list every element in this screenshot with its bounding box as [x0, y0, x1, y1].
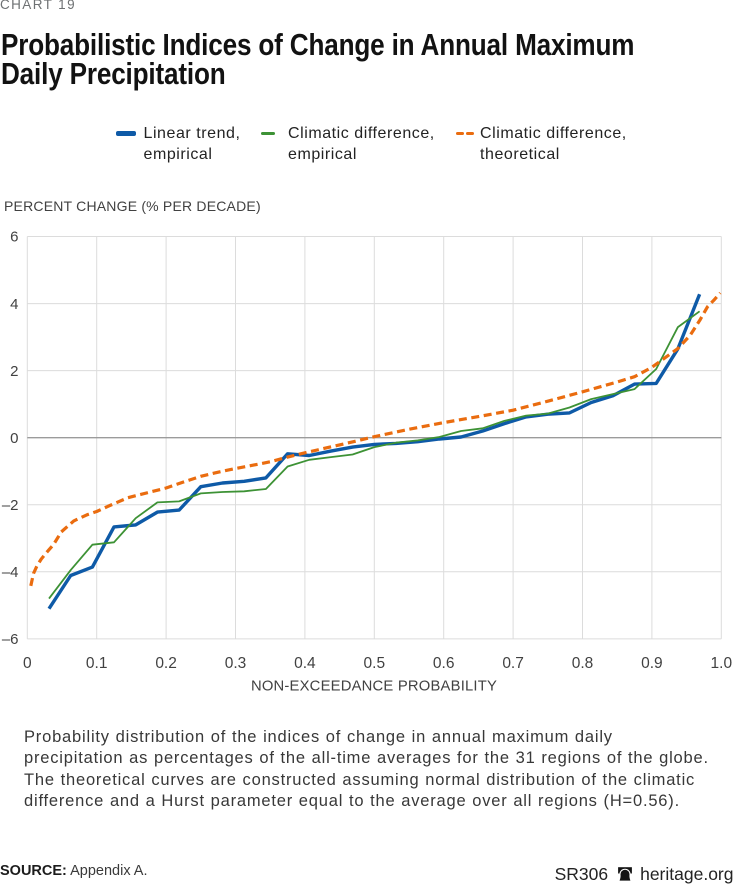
svg-text:0.1: 0.1 — [86, 655, 108, 672]
svg-text:0.7: 0.7 — [502, 655, 524, 672]
svg-text:0: 0 — [10, 430, 18, 447]
svg-text:–6: –6 — [2, 631, 19, 648]
svg-text:0.5: 0.5 — [364, 655, 386, 672]
svg-text:4: 4 — [10, 296, 18, 313]
svg-text:–4: –4 — [2, 564, 19, 581]
svg-text:0.3: 0.3 — [225, 655, 247, 672]
svg-text:0.2: 0.2 — [155, 655, 177, 672]
svg-text:–2: –2 — [2, 497, 19, 514]
svg-text:0.9: 0.9 — [641, 655, 663, 672]
svg-text:PERCENT CHANGE (% PER DECADE): PERCENT CHANGE (% PER DECADE) — [4, 198, 261, 214]
svg-text:0.4: 0.4 — [294, 655, 316, 672]
svg-text:2: 2 — [10, 363, 18, 380]
svg-text:1.0: 1.0 — [711, 655, 733, 672]
svg-text:0: 0 — [23, 655, 32, 672]
svg-text:0.8: 0.8 — [572, 655, 594, 672]
svg-text:6: 6 — [10, 229, 18, 246]
svg-text:NON-EXCEEDANCE PROBABILITY: NON-EXCEEDANCE PROBABILITY — [251, 679, 497, 695]
svg-text:0.6: 0.6 — [433, 655, 455, 672]
